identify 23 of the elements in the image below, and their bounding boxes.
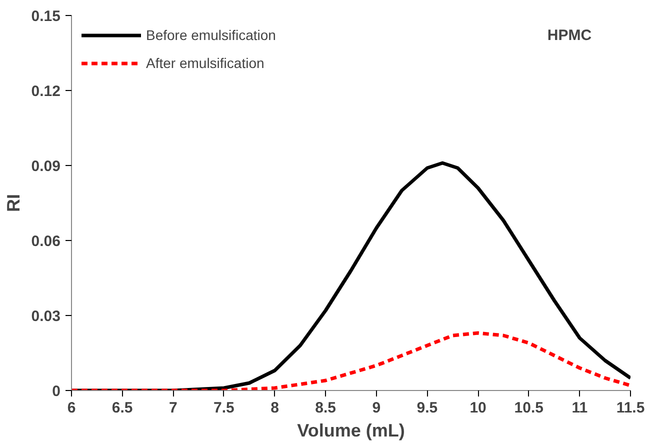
y-tick-label: 0.12 xyxy=(31,83,61,100)
x-tick-label: 7.5 xyxy=(214,400,234,416)
x-tick-label: 8 xyxy=(270,400,279,416)
x-tick-label: 11.5 xyxy=(616,400,645,416)
y-tick-label: 0.03 xyxy=(31,308,61,325)
y-axis-title: RI xyxy=(3,194,24,212)
y-tick-label: 0.15 xyxy=(31,8,61,25)
legend-label: Before emulsification xyxy=(146,27,276,43)
x-tick-label: 7 xyxy=(168,400,178,416)
x-tick-label: 10.5 xyxy=(514,400,544,416)
annotation: HPMC xyxy=(547,26,592,44)
y-tick-label: 0.06 xyxy=(31,233,61,250)
x-tick-label: 9 xyxy=(372,400,381,416)
x-tick-label: 6 xyxy=(67,400,76,416)
x-axis-title: Volume (mL) xyxy=(297,420,405,440)
x-tick-label: 8.5 xyxy=(315,400,336,416)
y-tick-label: 0.09 xyxy=(31,158,61,175)
x-tick-label: 10 xyxy=(470,400,486,416)
y-tick-label: 0 xyxy=(52,383,60,400)
x-tick-label: 6.5 xyxy=(112,400,133,416)
x-tick-label: 9.5 xyxy=(416,400,438,416)
legend-label: After emulsification xyxy=(146,55,264,71)
x-tick-label: 11 xyxy=(572,400,588,416)
